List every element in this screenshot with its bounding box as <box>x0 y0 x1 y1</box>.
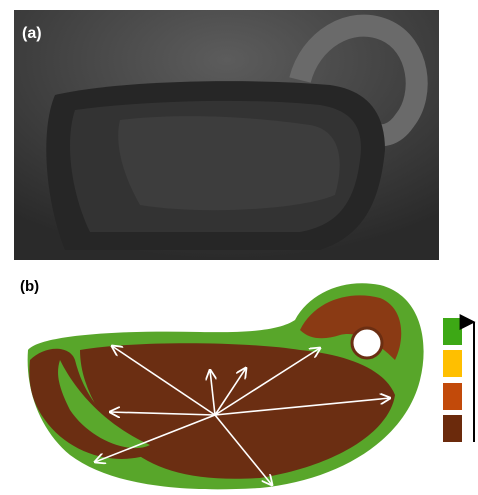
hole <box>352 328 382 358</box>
panel-label: (a) <box>22 25 42 42</box>
figure: (a) (b) <box>0 0 478 495</box>
scale-swatch <box>443 350 462 377</box>
scale-swatch <box>443 318 462 345</box>
scale-swatch <box>443 383 462 410</box>
panel-label: (b) <box>20 278 39 295</box>
page: (a) (b) (() => { const data = JSON.par <box>0 0 478 495</box>
inner-floor <box>118 116 339 210</box>
panel-b: (b) <box>20 278 474 489</box>
panel-a: (a) <box>14 10 439 260</box>
color-scale <box>443 318 474 442</box>
scale-swatch <box>443 415 462 442</box>
